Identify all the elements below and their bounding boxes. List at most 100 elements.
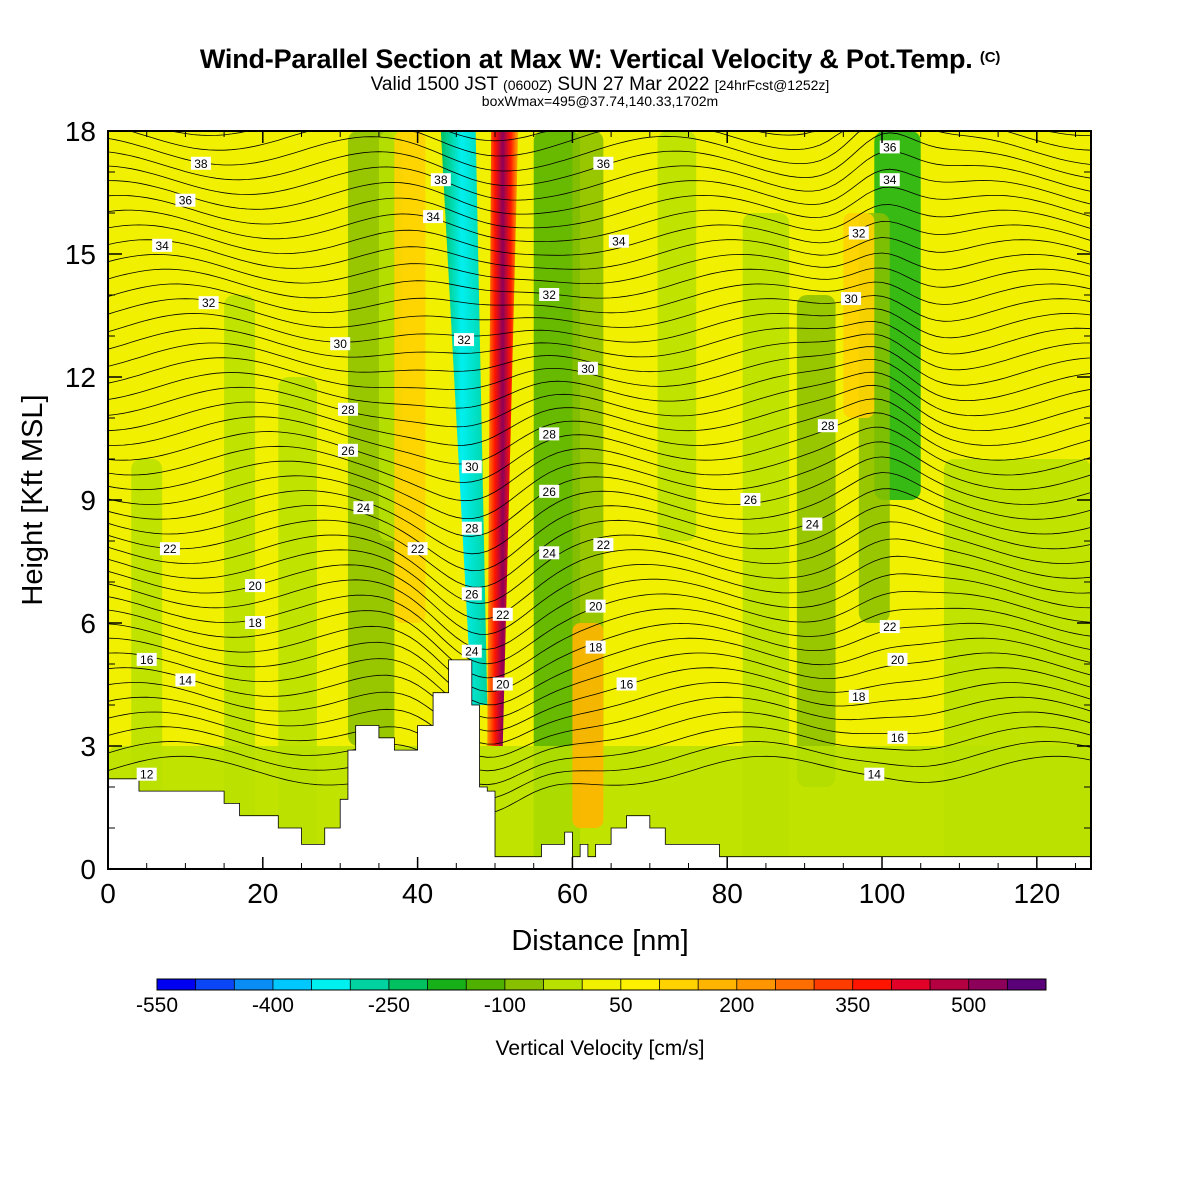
- colorbar-swatch: [930, 979, 970, 990]
- y-tick-label: 0: [80, 854, 96, 885]
- contour-label: 38: [190, 156, 211, 171]
- colorbar-swatch: [427, 979, 467, 990]
- theta-contour: [108, 682, 1091, 745]
- contour-label: 32: [198, 296, 219, 310]
- theta-contour: [108, 607, 1091, 679]
- svg-text:14: 14: [868, 768, 882, 782]
- contour-label: 20: [245, 579, 266, 593]
- svg-text:32: 32: [202, 296, 216, 310]
- svg-text:18: 18: [589, 641, 603, 655]
- svg-text:28: 28: [465, 522, 479, 536]
- svg-text:24: 24: [357, 501, 371, 515]
- y-tick-label: 3: [80, 731, 96, 762]
- theta-contour: [108, 267, 1091, 299]
- svg-text:24: 24: [543, 546, 557, 560]
- svg-text:22: 22: [496, 608, 510, 622]
- contour-label: 14: [864, 767, 885, 782]
- theta-contour: [108, 295, 1091, 328]
- theta-contour: [108, 321, 1091, 358]
- contour-label: 24: [461, 644, 482, 659]
- svg-text:30: 30: [581, 362, 595, 376]
- svg-text:28: 28: [543, 427, 557, 441]
- svg-text:20: 20: [589, 600, 603, 614]
- svg-text:22: 22: [411, 542, 425, 556]
- colorbar-swatch: [388, 979, 429, 990]
- contour-label: 28: [817, 419, 838, 433]
- colorbar-title: Vertical Velocity [cm/s]: [495, 1037, 705, 1060]
- svg-text:26: 26: [543, 485, 557, 499]
- theta-contour: [108, 472, 1091, 555]
- field-warm-band: [394, 131, 426, 623]
- contour-label: 22: [492, 607, 513, 622]
- svg-text:34: 34: [883, 173, 897, 187]
- contour-label: 18: [848, 689, 869, 704]
- contour-label: 16: [136, 652, 157, 667]
- svg-text:32: 32: [543, 288, 557, 302]
- theta-contour: [108, 308, 1091, 343]
- theta-contour: [108, 384, 1091, 446]
- theta-contours: [108, 131, 1091, 815]
- field-warm-band: [572, 623, 604, 828]
- theta-contour: [108, 488, 1091, 572]
- contour-label: 30: [841, 292, 862, 306]
- theta-contour: [108, 398, 1091, 465]
- svg-text:22: 22: [883, 620, 897, 634]
- theta-contour: [108, 359, 1091, 409]
- colorbar-swatch: [543, 979, 583, 990]
- theta-contour: [108, 168, 1091, 215]
- x-tick-label: 40: [402, 878, 433, 909]
- svg-text:30: 30: [465, 460, 479, 474]
- svg-text:26: 26: [341, 444, 355, 458]
- contour-label: 28: [337, 402, 358, 417]
- y-tick-label: 6: [80, 608, 96, 639]
- colorbar-tick-label: 50: [609, 994, 632, 1017]
- svg-text:16: 16: [891, 731, 905, 745]
- x-tick-label: 120: [1013, 878, 1060, 909]
- contour-label: 18: [585, 640, 606, 655]
- svg-text:32: 32: [457, 333, 471, 347]
- theta-contour: [108, 726, 1091, 786]
- theta-contour: [108, 371, 1091, 428]
- x-tick-label: 20: [247, 878, 278, 909]
- theta-contour: [108, 150, 1091, 201]
- contour-label: 14: [175, 673, 196, 687]
- svg-text:30: 30: [334, 337, 348, 351]
- y-tick-label: 9: [80, 485, 96, 516]
- colorbar-swatch: [157, 979, 197, 990]
- contour-label: 34: [608, 234, 629, 249]
- theta-contour: [108, 426, 1091, 502]
- svg-text:18: 18: [852, 690, 866, 704]
- svg-text:34: 34: [426, 210, 440, 224]
- colorbar-swatch: [195, 979, 235, 990]
- contour-label: 28: [539, 427, 560, 441]
- colorbar-swatch: [659, 979, 699, 990]
- svg-text:26: 26: [465, 587, 479, 601]
- colorbar-swatch: [466, 979, 506, 990]
- colorbar-tick-label: 350: [835, 994, 870, 1017]
- contour-label: 38: [430, 173, 451, 187]
- contour-label: 16: [616, 677, 637, 692]
- colorbar-tick-label: -400: [252, 994, 294, 1017]
- svg-text:28: 28: [821, 419, 835, 433]
- contour-label: 20: [887, 652, 908, 667]
- contour-label: 34: [879, 173, 900, 187]
- theta-contour: [108, 186, 1091, 229]
- svg-text:22: 22: [163, 542, 177, 556]
- theta-contour: [108, 521, 1091, 605]
- contour-label: 24: [539, 546, 560, 560]
- colorbar-swatch: [698, 979, 738, 990]
- svg-text:16: 16: [140, 653, 154, 667]
- svg-text:24: 24: [465, 645, 479, 659]
- svg-text:22: 22: [597, 538, 611, 552]
- field-band: [796, 295, 836, 787]
- theta-contour: [108, 741, 1091, 800]
- theta-contour: [108, 281, 1091, 314]
- svg-text:26: 26: [744, 493, 758, 507]
- contour-label: 32: [848, 226, 869, 241]
- chart-title: Wind-Parallel Section at Max W: Vertical…: [199, 44, 1001, 74]
- svg-text:28: 28: [341, 403, 355, 417]
- field-band: [224, 295, 256, 869]
- svg-text:34: 34: [156, 239, 170, 253]
